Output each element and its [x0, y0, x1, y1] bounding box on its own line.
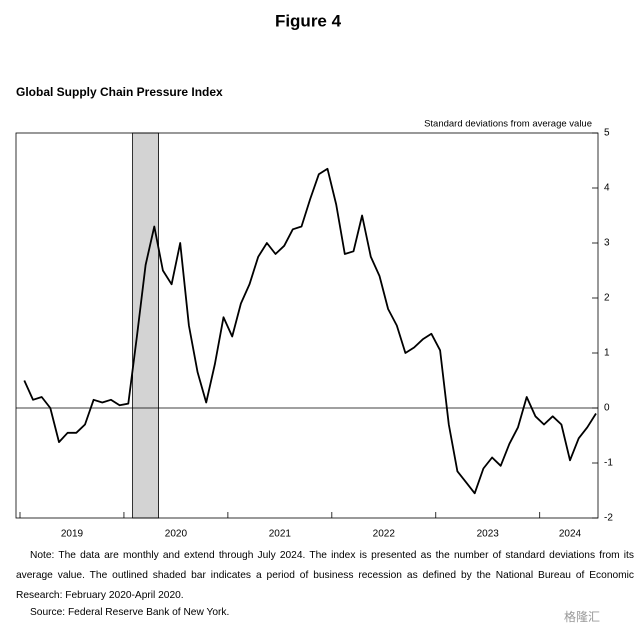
y-tick-label: 2	[604, 293, 610, 304]
x-tick-label: 2023	[477, 529, 500, 540]
x-tick-label: 2021	[269, 529, 292, 540]
y-tick-label: -2	[604, 513, 613, 524]
y-tick-label: 0	[604, 403, 610, 414]
recession-bar	[132, 132, 159, 519]
x-tick-label: 2024	[559, 529, 582, 540]
y-tick-label: 3	[604, 238, 610, 249]
y-axis-label: Standard deviations from average value	[424, 119, 592, 130]
source: Source: Federal Reserve Bank of New York…	[30, 607, 230, 618]
x-tick-label: 2020	[165, 529, 188, 540]
series-line	[23, 167, 597, 495]
note: Note: The data are monthly and extend th…	[16, 550, 634, 601]
figure-label: Figure 4	[275, 11, 342, 30]
y-tick-label: 5	[604, 128, 610, 139]
y-tick-label: -1	[604, 458, 613, 469]
y-tick-label: 4	[604, 183, 610, 194]
watermark: 格隆汇	[564, 609, 600, 624]
chart-title: Global Supply Chain Pressure Index	[16, 85, 223, 99]
x-tick-label: 2022	[373, 529, 396, 540]
y-tick-label: 1	[604, 348, 610, 359]
plot-frame	[15, 132, 599, 519]
x-tick-label: 2019	[61, 529, 84, 540]
